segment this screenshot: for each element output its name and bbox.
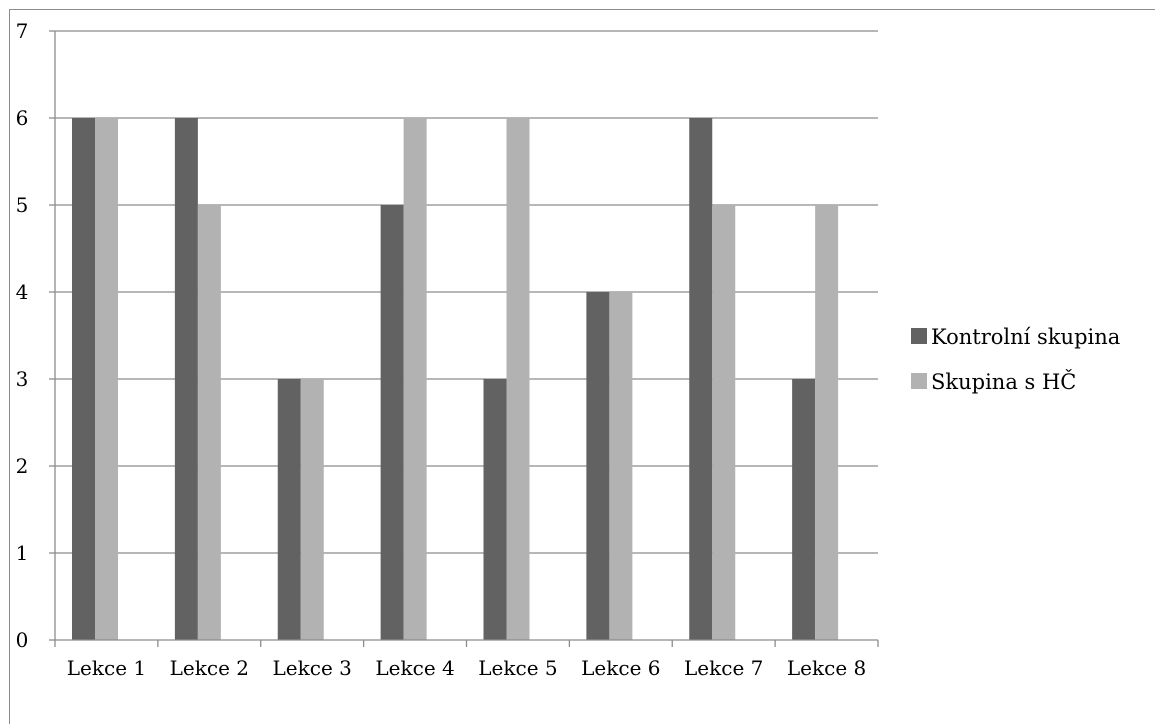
bar-kontrolni-4 <box>380 205 404 640</box>
legend-label: Skupina s HČ <box>931 369 1076 394</box>
bar-hc-4 <box>403 118 427 640</box>
y-tick-label: 5 <box>16 193 29 217</box>
bar-kontrolni-1 <box>72 118 95 640</box>
x-tick-label: Lekce 3 <box>273 656 352 680</box>
bar-hc-8 <box>815 205 839 640</box>
legend-swatch <box>911 373 927 389</box>
legend-swatch <box>911 328 927 344</box>
x-tick-label: Lekce 7 <box>684 656 763 680</box>
bar-kontrolni-5 <box>483 379 507 640</box>
legend-label: Kontrolní skupina <box>931 325 1120 349</box>
bar-hc-3 <box>300 379 324 640</box>
legend: Kontrolní skupina Skupina s HČ <box>911 325 1120 394</box>
y-tick-label: 0 <box>16 628 29 652</box>
gridlines <box>55 30 878 554</box>
bar-kontrolni-8 <box>792 379 816 640</box>
x-tick-labels: Lekce 1 Lekce 2 Lekce 3 Lekce 4 Lekce 5 Lekce… <box>67 656 866 680</box>
y-tick-label: 7 <box>16 19 29 43</box>
y-tick-label: 2 <box>16 454 29 478</box>
x-tick-label: Lekce 5 <box>478 656 557 680</box>
bar-kontrolni-2 <box>174 118 198 640</box>
x-tick-label: Lekce 2 <box>170 656 249 680</box>
axes <box>49 30 879 647</box>
chart-frame <box>9 9 1155 724</box>
x-tick-label: Lekce 4 <box>375 656 454 680</box>
y-tick-labels: 0 1 2 3 4 5 6 7 <box>16 19 29 652</box>
bar-kontrolni-6 <box>586 292 610 640</box>
bar-hc-7 <box>712 205 736 640</box>
y-tick-label: 4 <box>16 280 29 304</box>
bar-hc-6 <box>609 292 633 640</box>
x-tick-label: Lekce 8 <box>787 656 866 680</box>
bar-kontrolni-3 <box>277 379 301 640</box>
y-tick-label: 3 <box>16 367 29 391</box>
bars <box>72 118 839 640</box>
bar-hc-2 <box>197 205 221 640</box>
x-tick-label: Lekce 6 <box>581 656 660 680</box>
y-tick-label: 6 <box>16 106 29 130</box>
bar-hc-5 <box>506 118 530 640</box>
bar-hc-1 <box>95 118 118 640</box>
bar-kontrolni-7 <box>689 118 713 640</box>
x-tick-label: Lekce 1 <box>67 656 146 680</box>
y-tick-label: 1 <box>16 541 29 565</box>
